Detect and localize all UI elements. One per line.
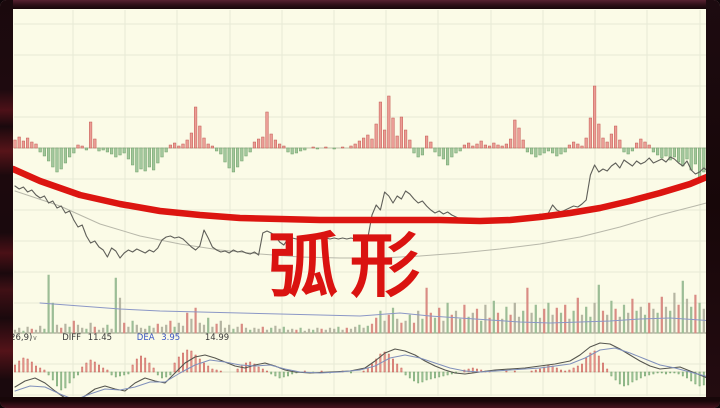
window-frame-bottom <box>0 397 720 408</box>
diff-value: 11.45 <box>87 333 113 343</box>
dea-label: DEA <box>136 333 155 343</box>
macd-params-dropdown[interactable]: 2,26,9) <box>2 333 33 343</box>
dea-value: 3.95 <box>161 333 181 343</box>
window-frame-right <box>706 0 720 408</box>
arc-annotation-label: 弧形 <box>268 225 432 307</box>
diff-label: DIFF <box>62 333 82 343</box>
window-frame-left <box>0 0 13 408</box>
window-frame-top <box>0 0 720 9</box>
chevron-down-icon[interactable]: ∨ <box>32 334 38 342</box>
macd-indicator-bar: 2,26,9)∨ DIFF 11.45 DEA 3.95 14.99 <box>2 333 229 343</box>
macd-value: 14.99 <box>204 333 230 343</box>
